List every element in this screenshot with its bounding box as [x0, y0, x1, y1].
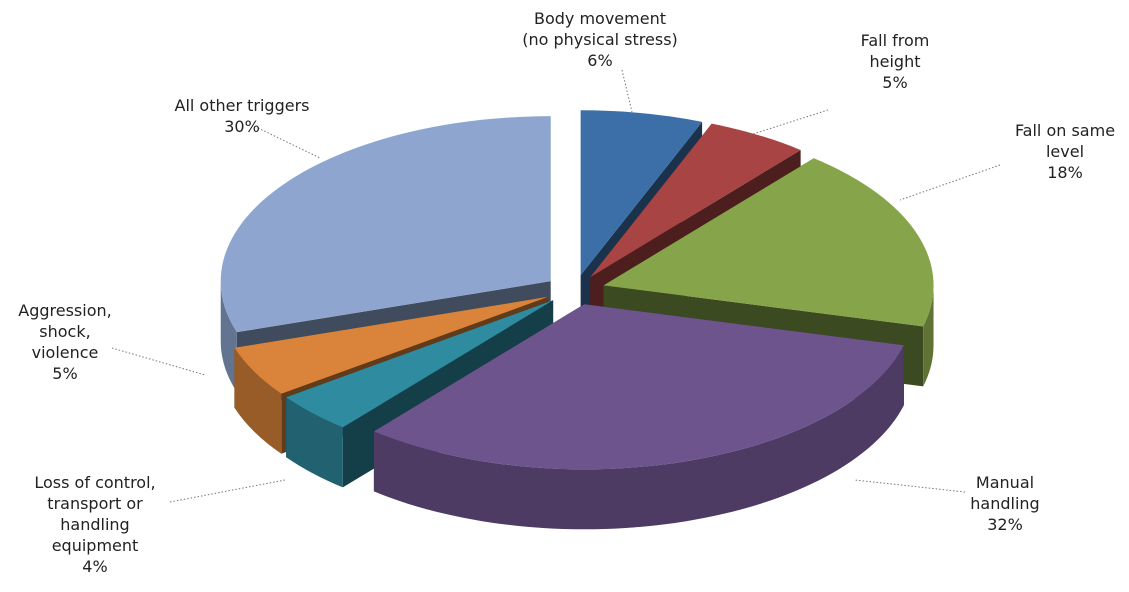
category-label: Fall on same level [1014, 121, 1116, 161]
value-label: 30% [224, 117, 260, 136]
slice-label: Aggression, shock, violence 5% [0, 300, 165, 384]
slice-wall [373, 345, 904, 530]
slice-wall [220, 281, 237, 393]
leader-line [621, 69, 633, 113]
leader-line [111, 347, 206, 376]
leader-line [749, 109, 829, 136]
value-label: 32% [987, 515, 1023, 534]
slice-label: All other triggers 30% [142, 95, 342, 137]
category-label: Manual handling [970, 473, 1040, 513]
category-label: Body movement (no physical stress) [522, 9, 678, 49]
category-label: All other triggers [174, 96, 310, 115]
leader-line [899, 164, 1001, 201]
value-label: 5% [882, 73, 908, 92]
slice [373, 304, 904, 470]
leader-line [854, 479, 966, 493]
slice [580, 110, 703, 276]
slice-wall [286, 397, 343, 488]
category-label: Fall from height [860, 31, 930, 71]
value-label: 5% [52, 364, 78, 383]
slice-label: Loss of control, transport or handling e… [0, 472, 195, 577]
slice [234, 296, 549, 394]
value-label: 4% [82, 557, 108, 576]
slice-label: Fall on same level 18% [965, 120, 1129, 183]
category-label: Aggression, shock, violence [18, 301, 112, 362]
slice [590, 123, 801, 278]
slice-wall [923, 285, 934, 387]
leader-line [257, 127, 321, 159]
category-label: Loss of control, transport or handling e… [34, 473, 156, 555]
slice [603, 158, 934, 327]
slice-label: Body movement (no physical stress) 6% [500, 8, 700, 71]
value-label: 6% [587, 51, 613, 70]
slice-wall [234, 347, 282, 454]
slice-label: Manual handling 32% [905, 472, 1105, 535]
value-label: 18% [1047, 163, 1083, 182]
slice-label: Fall from height 5% [795, 30, 995, 93]
slice [220, 116, 551, 333]
slice [286, 300, 554, 428]
